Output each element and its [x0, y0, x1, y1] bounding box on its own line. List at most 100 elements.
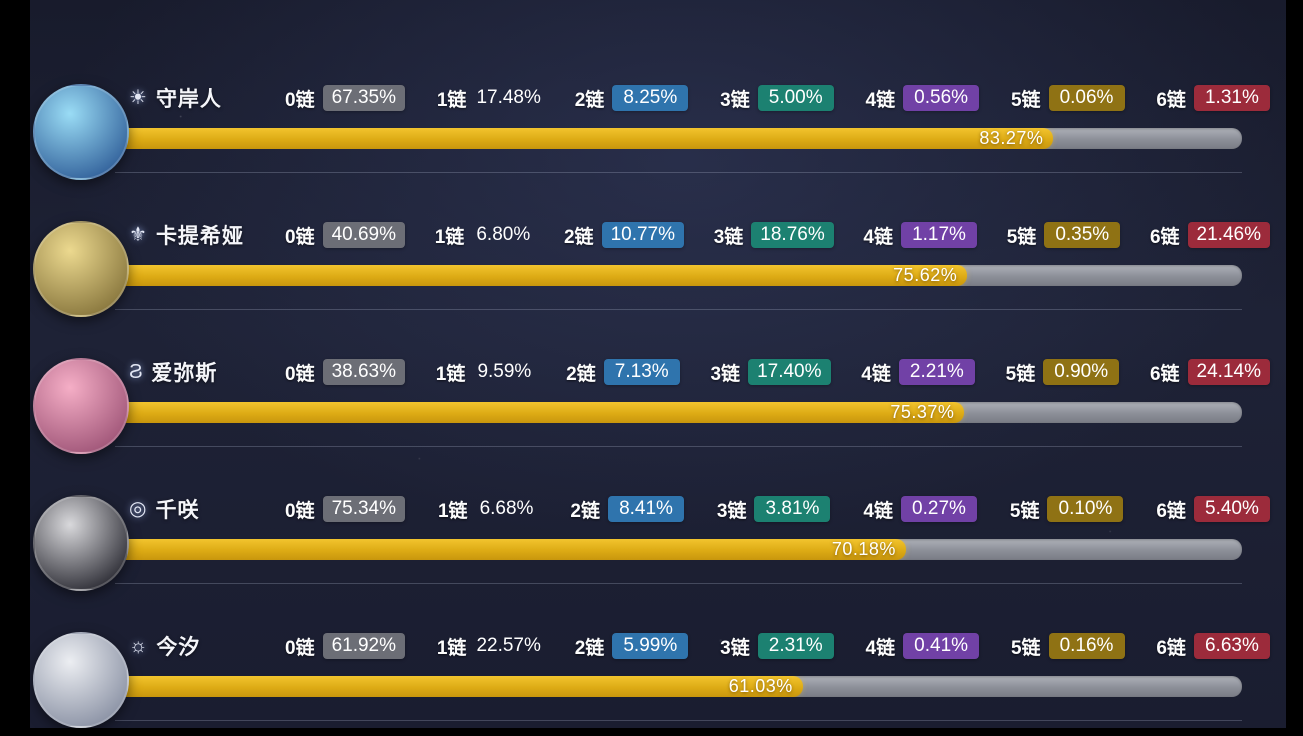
chain-stat: 0链 75.34% — [285, 496, 406, 523]
element-icon: ◎ — [129, 498, 147, 520]
chain-stat: 4链 1.17% — [863, 222, 977, 249]
chain-level-label: 2链 — [574, 637, 605, 659]
chain-level-label: 6链 — [1156, 637, 1186, 659]
chain-percentage-badge: 0.06% — [1048, 85, 1125, 111]
chain-stat: 2链 7.13% — [566, 359, 680, 386]
chain-level-label: 3链 — [716, 500, 747, 522]
chain-level-label: 1链 — [436, 89, 467, 111]
chain-level-label: 0链 — [285, 363, 315, 385]
ownership-bar-label: 70.18% — [831, 539, 896, 559]
chain-stat: 3链 3.81% — [717, 496, 831, 523]
chain-level-label: 1链 — [435, 363, 466, 385]
character-row: ◎ 千咲 0链 75.34% 1链 6.68% 2链 8.41% 3链 3.81… — [30, 461, 1286, 598]
chain-percentage-badge: 8.25% — [612, 85, 689, 111]
chain-level-label: 1链 — [437, 500, 468, 522]
chain-stat: 5链 0.90% — [1006, 359, 1120, 386]
chain-percentage-badge: 17.40% — [748, 359, 831, 385]
chain-level-label: 5链 — [1010, 637, 1041, 659]
row-divider — [115, 720, 1242, 721]
chain-stat: 6链 21.46% — [1150, 222, 1270, 249]
character-name: 守岸人 — [155, 88, 222, 111]
chain-percentage-badge: 0.35% — [1044, 222, 1121, 248]
element-icon: Ϩ — [129, 361, 143, 383]
chain-percentage-badge: 0.90% — [1043, 359, 1120, 385]
chain-stats: 0链 61.92% 1链 22.57% 2链 5.99% 3链 2.31% 4链… — [285, 633, 1270, 660]
chain-level-label: 3链 — [720, 637, 750, 659]
chain-level-label: 2链 — [566, 363, 596, 385]
chain-level-label: 5链 — [1010, 89, 1041, 111]
ownership-bar-label: 75.62% — [893, 265, 958, 285]
ownership-bar: 83.27% — [115, 128, 1242, 149]
chain-stat: 1链 22.57% — [437, 633, 543, 660]
chain-level-label: 6链 — [1149, 226, 1180, 248]
chain-percentage-badge: 0.16% — [1048, 633, 1125, 659]
chain-percentage-badge: 17.48% — [476, 87, 541, 108]
character-name-wrap: ☀ 守岸人 — [115, 83, 285, 113]
chain-percentage-badge: 75.34% — [322, 496, 406, 522]
chain-stat: 0链 38.63% — [285, 359, 406, 386]
chain-stat: 1链 6.80% — [435, 222, 535, 249]
ownership-bar-fill: 70.18% — [115, 539, 906, 560]
chain-percentage-badge: 10.77% — [601, 222, 685, 248]
ownership-bar-fill: 61.03% — [115, 676, 803, 697]
chain-level-label: 5链 — [1006, 226, 1037, 248]
chain-stats-line: ☀ 守岸人 0链 67.35% 1链 17.48% 2链 8.25% 3链 5.… — [115, 80, 1270, 116]
ownership-bar-fill: 83.27% — [115, 128, 1054, 149]
chain-percentage-badge: 38.63% — [322, 359, 406, 385]
chain-stat: 6链 24.14% — [1150, 359, 1270, 386]
chain-stats-line: ☼ 今汐 0链 61.92% 1链 22.57% 2链 5.99% 3链 2.3… — [115, 628, 1270, 664]
chain-stat: 2链 5.99% — [575, 633, 689, 660]
chain-stats: 0链 67.35% 1链 17.48% 2链 8.25% 3链 5.00% 4链… — [285, 85, 1270, 112]
chain-stat: 2链 10.77% — [564, 222, 685, 249]
character-row: Ϩ 爱弥斯 0链 38.63% 1链 9.59% 2链 7.13% 3链 17.… — [30, 324, 1286, 461]
ownership-bar: 70.18% — [115, 539, 1242, 560]
ownership-bar: 61.03% — [115, 676, 1242, 697]
ownership-bar-label: 83.27% — [979, 128, 1044, 148]
row-divider — [115, 309, 1242, 310]
chain-percentage-badge: 5.99% — [612, 633, 689, 659]
chain-stat: 1链 6.68% — [438, 496, 538, 523]
chain-stats: 0链 38.63% 1链 9.59% 2链 7.13% 3链 17.40% 4链… — [285, 359, 1270, 386]
letterbox-bottom — [0, 728, 1303, 736]
element-icon: ☼ — [129, 635, 148, 657]
chain-level-label: 0链 — [285, 637, 315, 659]
chain-percentage-badge: 2.21% — [898, 359, 975, 385]
chain-level-label: 0链 — [285, 500, 315, 522]
ownership-bar: 75.37% — [115, 402, 1242, 423]
chain-stat: 6链 6.63% — [1156, 633, 1270, 660]
chain-level-label: 3链 — [713, 226, 744, 248]
chain-level-label: 0链 — [285, 89, 315, 111]
character-name: 卡提希娅 — [155, 225, 244, 248]
chain-stat: 2链 8.41% — [570, 496, 684, 523]
chain-percentage-badge: 61.92% — [322, 633, 406, 659]
character-avatar[interactable] — [33, 84, 129, 180]
avatar-image — [33, 84, 129, 180]
ownership-bar-label: 61.03% — [728, 676, 793, 696]
chain-stats: 0链 75.34% 1链 6.68% 2链 8.41% 3链 3.81% 4链 … — [285, 496, 1270, 523]
chain-percentage-badge: 5.40% — [1193, 496, 1270, 522]
character-avatar[interactable] — [33, 632, 129, 728]
chain-percentage-badge: 9.59% — [477, 361, 532, 382]
character-row: ☀ 守岸人 0链 67.35% 1链 17.48% 2链 8.25% 3链 5.… — [30, 50, 1286, 187]
chain-stat: 5链 0.35% — [1007, 222, 1121, 249]
character-avatar[interactable] — [33, 358, 129, 454]
chain-stat: 4链 0.27% — [863, 496, 977, 523]
chain-percentage-badge: 0.10% — [1047, 496, 1124, 522]
chain-stat: 4链 2.21% — [861, 359, 975, 386]
chain-level-label: 3链 — [710, 363, 741, 385]
character-avatar[interactable] — [33, 495, 129, 591]
character-avatar[interactable] — [33, 221, 129, 317]
character-row: ☼ 今汐 0链 61.92% 1链 22.57% 2链 5.99% 3链 2.3… — [30, 598, 1286, 735]
character-stats-list: ☀ 守岸人 0链 67.35% 1链 17.48% 2链 8.25% 3链 5.… — [30, 0, 1286, 728]
row-content: ⚜ 卡提希娅 0链 40.69% 1链 6.80% 2链 10.77% 3链 1… — [115, 187, 1270, 310]
chain-stat: 2链 8.25% — [575, 85, 689, 112]
chain-stat: 4链 0.56% — [866, 85, 980, 112]
character-name: 千咲 — [155, 499, 200, 522]
character-name-wrap: ⚜ 卡提希娅 — [115, 220, 285, 250]
character-name: 今汐 — [156, 636, 201, 659]
chain-level-label: 2链 — [570, 500, 600, 522]
letterbox-left — [0, 0, 30, 736]
chain-percentage-badge: 18.76% — [751, 222, 834, 248]
row-divider — [115, 446, 1242, 447]
chain-percentage-badge: 0.27% — [900, 496, 977, 522]
